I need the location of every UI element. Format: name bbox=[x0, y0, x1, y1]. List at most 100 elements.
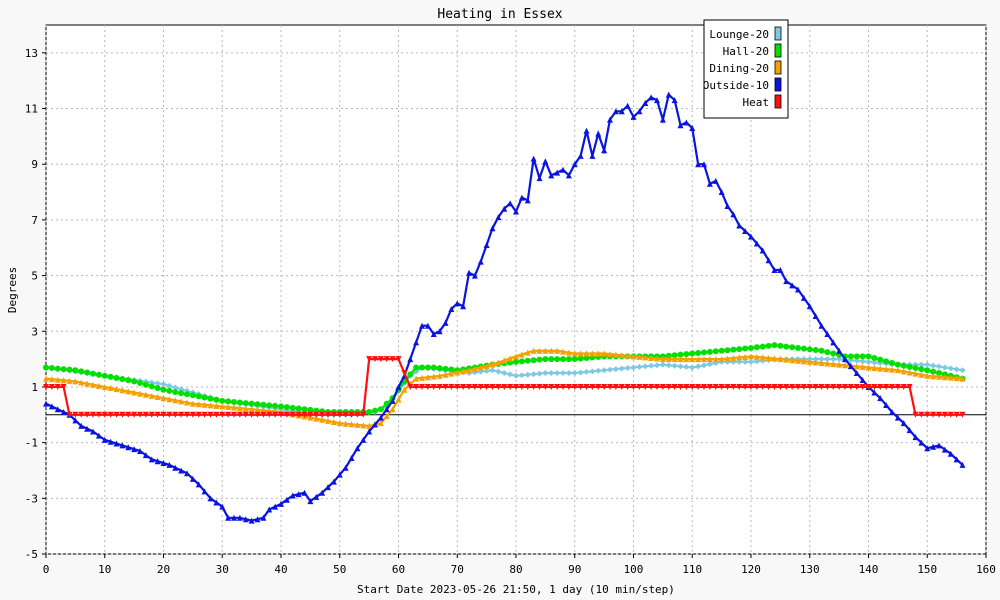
data-point bbox=[618, 365, 625, 372]
data-point bbox=[524, 371, 531, 378]
data-point bbox=[659, 361, 666, 368]
data-point bbox=[278, 500, 284, 507]
data-point bbox=[460, 383, 467, 390]
data-point bbox=[360, 436, 367, 443]
legend-swatch bbox=[774, 43, 782, 58]
data-point bbox=[172, 411, 179, 418]
data-point bbox=[583, 383, 590, 390]
data-point bbox=[154, 458, 161, 465]
data-point bbox=[307, 406, 314, 413]
data-point bbox=[160, 395, 167, 402]
data-point bbox=[377, 356, 384, 363]
data-point bbox=[918, 411, 925, 418]
legend-label: Hall-20 bbox=[723, 45, 769, 58]
data-point bbox=[759, 383, 766, 390]
data-point bbox=[90, 428, 96, 435]
data-point bbox=[424, 383, 431, 390]
y-tick-label: 9 bbox=[31, 158, 38, 171]
data-point bbox=[471, 383, 478, 390]
data-point bbox=[424, 322, 431, 329]
data-point bbox=[859, 383, 866, 390]
data-point bbox=[930, 373, 937, 380]
data-point bbox=[636, 353, 643, 360]
data-point bbox=[847, 353, 854, 360]
data-point bbox=[624, 102, 631, 109]
legend-label: Lounge-20 bbox=[709, 28, 769, 41]
data-point bbox=[72, 411, 79, 418]
x-tick-label: 80 bbox=[509, 563, 522, 576]
data-point bbox=[60, 409, 67, 416]
data-point bbox=[883, 358, 890, 365]
data-point bbox=[624, 383, 631, 390]
data-point bbox=[765, 257, 772, 264]
data-point bbox=[865, 353, 872, 360]
data-point bbox=[530, 347, 537, 354]
data-point bbox=[612, 351, 619, 358]
data-point bbox=[836, 361, 843, 368]
data-point bbox=[436, 365, 443, 372]
data-point bbox=[900, 383, 907, 390]
data-point bbox=[771, 342, 778, 349]
data-point bbox=[90, 411, 96, 418]
data-point bbox=[107, 385, 114, 392]
data-point bbox=[178, 467, 185, 474]
data-point bbox=[783, 383, 790, 390]
data-point bbox=[219, 403, 226, 410]
data-point bbox=[95, 371, 102, 378]
legend-swatch bbox=[774, 60, 782, 75]
data-point bbox=[242, 400, 249, 407]
data-point bbox=[137, 380, 143, 387]
data-point bbox=[360, 411, 367, 418]
data-point bbox=[777, 356, 784, 363]
data-point bbox=[571, 370, 578, 377]
data-point bbox=[377, 420, 384, 427]
data-point bbox=[953, 375, 960, 382]
data-point bbox=[706, 348, 713, 355]
data-point bbox=[918, 361, 925, 368]
data-point bbox=[54, 376, 61, 383]
data-point bbox=[113, 386, 120, 393]
data-point bbox=[753, 353, 760, 360]
data-point bbox=[48, 365, 55, 372]
y-tick-label: 13 bbox=[25, 47, 38, 60]
data-point bbox=[248, 406, 255, 413]
data-point bbox=[947, 365, 954, 372]
data-point bbox=[701, 356, 707, 363]
data-point bbox=[742, 353, 749, 360]
data-point bbox=[401, 370, 408, 377]
data-point bbox=[859, 363, 866, 370]
data-point bbox=[95, 382, 102, 389]
data-point bbox=[254, 411, 261, 418]
x-tick-label: 0 bbox=[43, 563, 50, 576]
data-point bbox=[84, 380, 91, 387]
data-point bbox=[407, 371, 414, 378]
data-point bbox=[166, 411, 173, 418]
data-point bbox=[824, 383, 831, 390]
data-point bbox=[342, 411, 349, 418]
data-point bbox=[195, 393, 202, 400]
data-point bbox=[236, 411, 243, 418]
x-tick-label: 140 bbox=[859, 563, 879, 576]
data-point bbox=[753, 344, 760, 351]
series-outside-10 bbox=[43, 91, 966, 524]
data-point bbox=[471, 365, 478, 372]
legend-label: Heat bbox=[743, 96, 770, 109]
data-point bbox=[207, 402, 214, 409]
data-point bbox=[95, 432, 102, 439]
data-point bbox=[830, 356, 837, 363]
data-point bbox=[119, 387, 126, 394]
data-point bbox=[800, 294, 807, 301]
series-line bbox=[46, 358, 963, 416]
data-point bbox=[501, 205, 508, 212]
data-point bbox=[319, 489, 326, 496]
data-point bbox=[595, 350, 602, 357]
data-point bbox=[865, 364, 872, 371]
data-point bbox=[665, 383, 672, 390]
data-point bbox=[906, 383, 913, 390]
data-point bbox=[442, 383, 449, 390]
data-point bbox=[900, 362, 907, 369]
data-point bbox=[677, 122, 684, 129]
y-tick-label: -3 bbox=[25, 492, 38, 505]
data-point bbox=[360, 422, 367, 429]
data-point bbox=[137, 411, 143, 418]
